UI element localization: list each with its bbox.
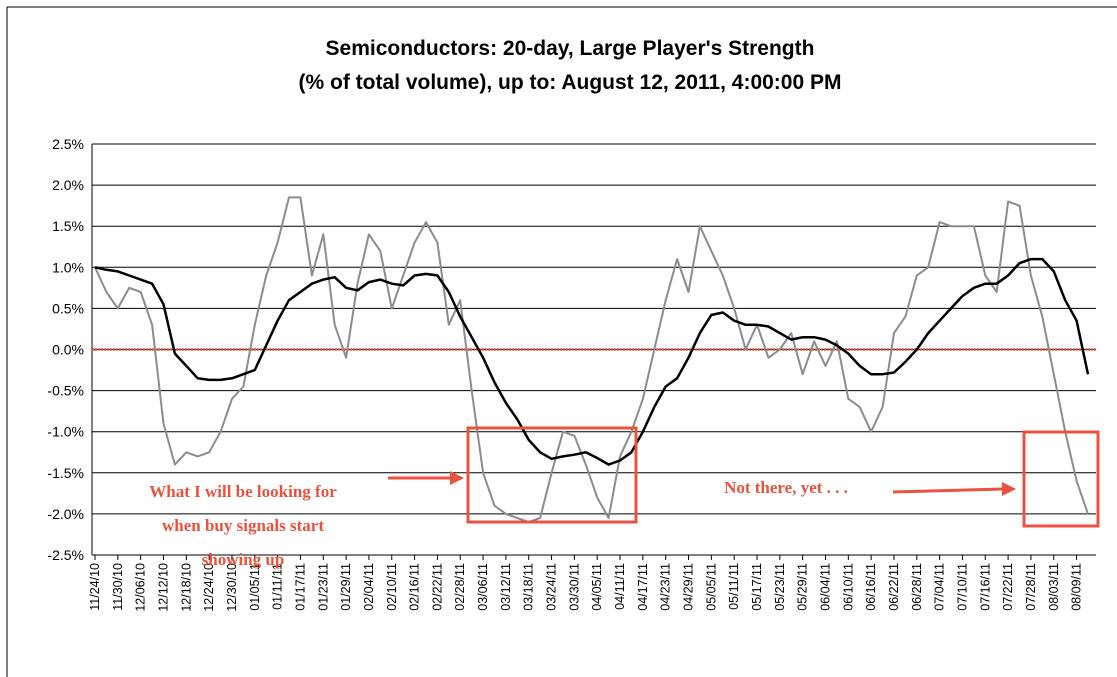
annotation: showing up [202, 550, 285, 569]
x-tick-label: 11/30/10 [111, 563, 125, 611]
y-tick-label: 2.0% [52, 177, 84, 193]
arrow-head [450, 471, 464, 485]
x-tick-label: 01/05/11 [248, 563, 262, 611]
x-tick-label: 12/18/10 [179, 563, 193, 612]
x-tick-label: 03/24/11 [545, 563, 559, 611]
x-tick-label: 04/05/11 [590, 563, 604, 611]
x-tick-label: 06/04/11 [818, 563, 832, 611]
x-tick-label: 07/16/11 [978, 563, 992, 611]
x-tick-label: 03/06/11 [476, 563, 490, 611]
y-tick-label: 1.0% [52, 259, 84, 275]
y-tick-label: 0.5% [52, 300, 84, 316]
x-tick-label: 04/29/11 [682, 563, 696, 611]
x-tick-label: 06/10/11 [841, 563, 855, 611]
annotation: Not there, yet . . . [724, 478, 848, 497]
annotation: What I will be looking for [149, 482, 337, 501]
x-tick-label: 06/28/11 [910, 563, 924, 611]
y-tick-label: 2.5% [52, 136, 84, 152]
arrow-head [1002, 482, 1016, 496]
plot-area: -2.5% -2.0% -1.5% -1.0% -0.5% 0.0% 0.5% 1.0% 1.5… [47, 136, 1096, 612]
x-tick-label: 07/28/11 [1024, 563, 1038, 611]
x-tick-label: 01/29/11 [339, 563, 353, 611]
series-line [94, 257, 1090, 466]
series-line [94, 196, 1089, 524]
x-tick-label: 02/10/11 [385, 563, 399, 611]
y-tick-label: -0.5% [47, 383, 84, 399]
y-tick-label: 0.0% [52, 342, 84, 358]
x-tick-label: 08/09/11 [1070, 563, 1084, 611]
x-tick-label: 01/11/11 [271, 563, 285, 610]
x-tick-label: 03/30/11 [567, 563, 581, 611]
x-tick-label: 05/11/11 [727, 563, 741, 610]
x-tick-label: 03/12/11 [499, 563, 513, 611]
x-tick-label: 07/04/11 [933, 563, 947, 611]
chart-title: (% of total volume), up to: August 12, 2… [299, 71, 842, 94]
x-tick-label: 04/17/11 [636, 563, 650, 611]
x-tick-label: 02/28/11 [453, 563, 467, 611]
x-tick-label: 02/22/11 [430, 563, 444, 611]
x-tick-label: 07/22/11 [1001, 563, 1015, 611]
x-tick-label: 05/23/11 [773, 563, 787, 611]
x-tick-label: 08/03/11 [1047, 563, 1061, 611]
annotations: What I will be looking for when buy sign… [149, 426, 1100, 569]
x-tick-label: 07/10/11 [955, 563, 969, 611]
x-tick-label: 06/22/11 [887, 563, 901, 611]
x-tick-label: 12/24/10 [202, 563, 216, 612]
x-tick-label: 02/04/11 [362, 563, 376, 611]
y-tick-label: -1.0% [47, 424, 84, 440]
x-tick-label: 12/30/10 [225, 563, 239, 612]
x-tick-label: 06/16/11 [864, 563, 878, 611]
x-tick-label: 12/12/10 [156, 563, 170, 612]
arrow [892, 487, 1004, 494]
x-tick-label: 05/05/11 [704, 563, 718, 611]
x-tick-label: 05/17/11 [750, 563, 764, 611]
highlight-box [466, 426, 638, 524]
x-tick-label: 02/16/11 [408, 563, 422, 611]
y-tick-label: -2.0% [47, 506, 84, 522]
x-tick-label: 05/29/11 [796, 563, 810, 611]
x-tick-label: 01/23/11 [316, 563, 330, 611]
x-tick-label: 11/24/10 [88, 563, 102, 611]
y-tick-label: -2.5% [47, 547, 84, 563]
x-tick-label: 04/11/11 [613, 563, 627, 610]
chart-title: Semiconductors: 20-day, Large Player's S… [326, 37, 815, 60]
annotation: when buy signals start [162, 516, 324, 535]
x-tick-label: 12/06/10 [134, 563, 148, 612]
x-tick-label: 04/23/11 [659, 563, 673, 611]
x-tick-label: 01/17/11 [293, 563, 307, 611]
y-tick-label: -1.5% [47, 465, 84, 481]
highlight-box [1022, 430, 1100, 528]
y-tick-label: 1.5% [52, 218, 84, 234]
x-tick-label: 03/18/11 [522, 563, 536, 611]
